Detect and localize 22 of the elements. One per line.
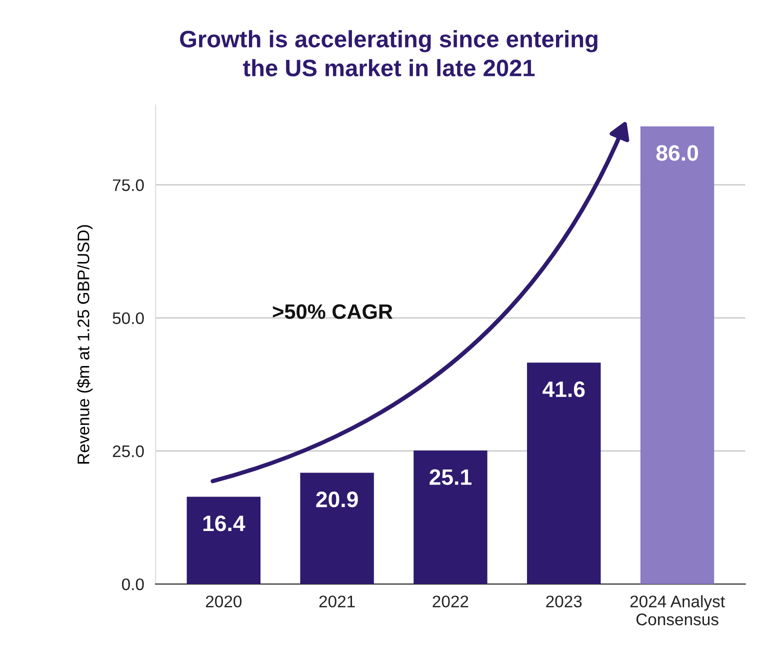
data-label: 41.6 bbox=[542, 381, 585, 398]
bar bbox=[640, 126, 714, 584]
chart-title: Growth is accelerating since entering the US market in late 2021 bbox=[180, 30, 598, 76]
bar bbox=[527, 362, 601, 584]
bar bbox=[186, 496, 261, 584]
y-tick-label: 75.0 bbox=[112, 179, 144, 192]
data-label: 25.1 bbox=[430, 469, 472, 485]
y-axis-title: Revenue ($m at 1.25 GBP/USD) bbox=[76, 225, 93, 464]
annotation: >50% CAGR bbox=[272, 304, 393, 319]
x-tick-label: 2022 bbox=[432, 596, 468, 608]
data-label: 86.0 bbox=[656, 145, 698, 161]
y-tick-label: 0.0 bbox=[122, 578, 144, 590]
y-tick-label: 50.0 bbox=[112, 312, 144, 324]
x-tick-label: 2024 Analyst Consensus bbox=[630, 595, 725, 626]
bar bbox=[300, 472, 374, 584]
data-label: 20.9 bbox=[316, 492, 358, 508]
x-tick-label: 2020 bbox=[206, 596, 242, 608]
x-tick-label: 2023 bbox=[546, 596, 582, 608]
data-label: 16.4 bbox=[203, 516, 246, 532]
bar bbox=[414, 450, 488, 584]
x-tick-label: 2021 bbox=[319, 596, 355, 608]
y-tick-label: 25.0 bbox=[112, 445, 144, 458]
